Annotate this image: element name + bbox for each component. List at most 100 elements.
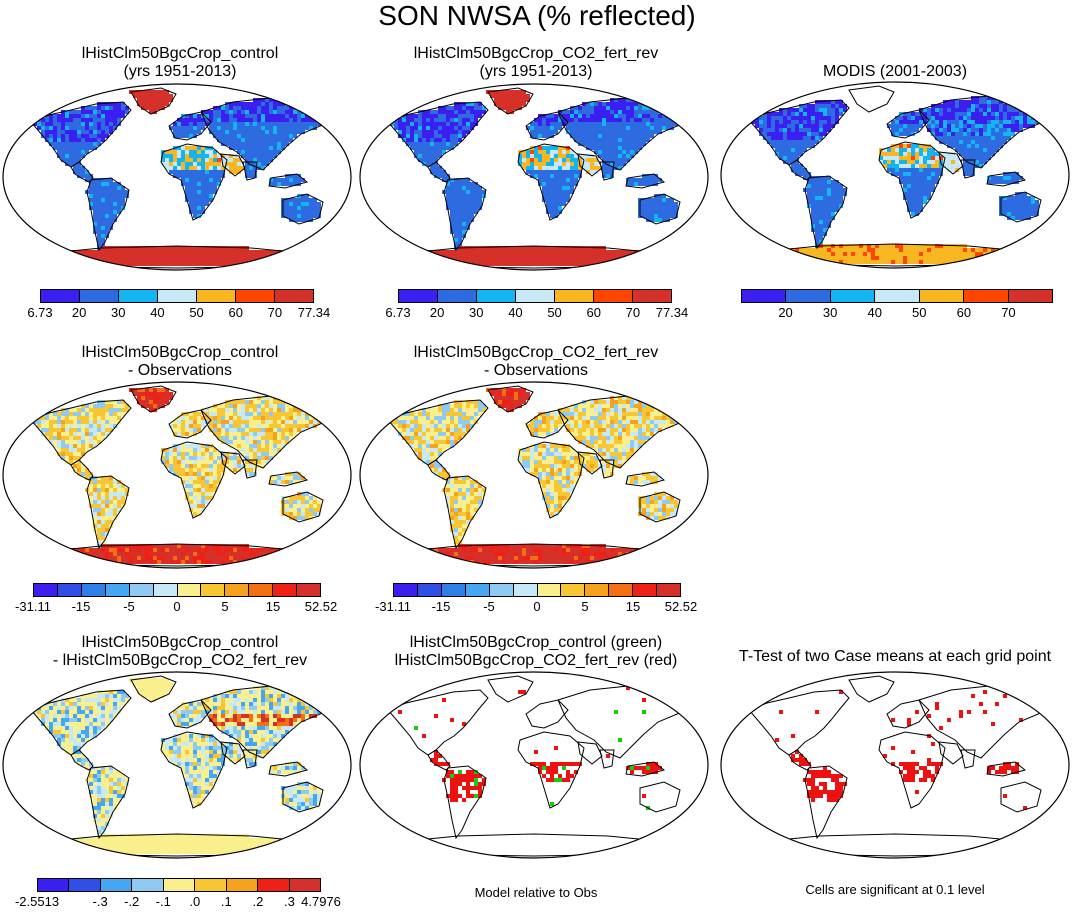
panel-title-p9: T-Test of two Case means at each grid po… [716, 648, 1074, 666]
colorbar-tick-label: 70 [1001, 306, 1015, 320]
colorbar-tick-label: -31.11 [15, 600, 51, 614]
colorbar-swatch [258, 879, 289, 891]
colorbar-swatch [920, 290, 964, 302]
colorbar-tick-label: 70 [626, 306, 640, 320]
coastline-greenland [488, 676, 533, 702]
colorbar-swatch [164, 879, 195, 891]
colorbar-swatch [594, 290, 633, 302]
colorbar-swatches [398, 289, 672, 303]
map-cells [390, 388, 686, 564]
colorbar-swatch [561, 584, 585, 596]
colorbar-swatch [80, 290, 119, 302]
map-plot [1, 670, 353, 860]
colorbar-tick-label: 60 [957, 306, 971, 320]
colorbar-tick-label: .2 [252, 895, 263, 909]
panel-title-line: lHistClm50BgcCrop_CO2_fert_rev [356, 45, 716, 63]
colorbar-swatches [393, 583, 681, 597]
colorbar-tick-label: .1 [221, 895, 232, 909]
coastline-asia [558, 686, 688, 758]
coastline-central-america [428, 750, 450, 770]
colorbar-tick-label: -.2 [124, 895, 139, 909]
colorbar-swatch [236, 290, 275, 302]
coastline-greenland [849, 86, 894, 112]
colorbar-swatch [742, 290, 786, 302]
colorbar-tick-label: -31.11 [375, 600, 411, 614]
colorbar-swatch [119, 290, 158, 302]
colorbar-swatch [130, 584, 154, 596]
panel-title-line: lHistClm50BgcCrop_CO2_fert_rev [356, 344, 716, 362]
coastline-antarctica [759, 834, 1031, 856]
map-plot [358, 82, 710, 272]
panel-title-line: (yrs 1951-2013) [0, 63, 360, 81]
map-cells [390, 90, 686, 266]
colorbar-swatch [516, 290, 555, 302]
panel-title-p7: lHistClm50BgcCrop_control - lHistClm50Bg… [0, 634, 360, 670]
colorbar-swatch [399, 290, 438, 302]
colorbar-tick-label: 30 [111, 306, 125, 320]
colorbar-swatch [41, 290, 80, 302]
note-model-relative: Model relative to Obs [356, 886, 716, 900]
colorbar-swatch [438, 290, 477, 302]
coastline-europe [526, 700, 568, 728]
panel-title-p3: MODIS (2001-2003) [716, 63, 1074, 81]
colorbar-tick-label: 77.34 [656, 306, 689, 320]
colorbar-swatch [477, 290, 516, 302]
colorbar-tick-label: 40 [150, 306, 164, 320]
map-cells [33, 678, 329, 854]
colorbar-tick-label: -15 [432, 600, 451, 614]
colorbar-swatch [290, 879, 320, 891]
colorbar-swatch [158, 290, 197, 302]
colorbar-tick-label: 60 [228, 306, 242, 320]
colorbar-swatch [657, 584, 680, 596]
colorbar-tick-label: 5 [581, 600, 588, 614]
panel-title-line: lHistClm50BgcCrop_control [0, 634, 360, 652]
colorbar-swatch [394, 584, 418, 596]
colorbar-tick-label: 15 [626, 600, 640, 614]
colorbar-tick-label: 52.52 [665, 600, 698, 614]
colorbar-tick-label: .3 [284, 895, 295, 909]
map-plot [358, 380, 710, 570]
colorbar-swatch [964, 290, 1008, 302]
colorbar-tick-label: 30 [469, 306, 483, 320]
colorbar-swatch [154, 584, 178, 596]
colorbar-tick-label: 20 [72, 306, 86, 320]
panel-title-line: lHistClm50BgcCrop_control [0, 344, 360, 362]
panel-title-line: MODIS (2001-2003) [716, 63, 1074, 81]
colorbar-swatch [275, 290, 313, 302]
panel-title-line: - lHistClm50BgcCrop_CO2_fert_rev [0, 652, 360, 670]
colorbar: 20 30 40 50 60 70 [741, 289, 1053, 323]
colorbar-tick-label: 40 [867, 306, 881, 320]
colorbar-tick-label: 20 [778, 306, 792, 320]
colorbar-swatch [786, 290, 830, 302]
colorbar-swatches [741, 289, 1053, 303]
colorbar-tick-label: 50 [912, 306, 926, 320]
colorbar-tick-label: 30 [823, 306, 837, 320]
colorbar-swatches [37, 878, 321, 892]
coastline-antarctica [398, 834, 670, 856]
map-cells [33, 90, 329, 266]
panel-title-p4: lHistClm50BgcCrop_control - Observations [0, 344, 360, 380]
colorbar-swatch [418, 584, 442, 596]
colorbar-swatch [34, 584, 58, 596]
colorbar-tick-label: 4.7976 [301, 895, 341, 909]
colorbar-swatch [555, 290, 594, 302]
colorbar-tick-label: -5 [123, 600, 135, 614]
colorbar-swatch [225, 584, 249, 596]
colorbar-swatch [466, 584, 490, 596]
map-plot [1, 82, 353, 272]
coastline-north-america [388, 690, 488, 755]
colorbar-tick-label: 6.73 [27, 306, 52, 320]
colorbar-tick-label: -2.5513 [15, 895, 59, 909]
panel-title-line: lHistClm50BgcCrop_control [0, 45, 360, 63]
colorbar-swatch [875, 290, 919, 302]
map-cells [775, 690, 1043, 810]
panel-title-p8: lHistClm50BgcCrop_control (green) lHistC… [356, 634, 716, 670]
panel-title-line: - Observations [356, 362, 716, 380]
colorbar-swatch [101, 879, 132, 891]
colorbar-swatch [273, 584, 297, 596]
panel-title-line: - Observations [0, 362, 360, 380]
